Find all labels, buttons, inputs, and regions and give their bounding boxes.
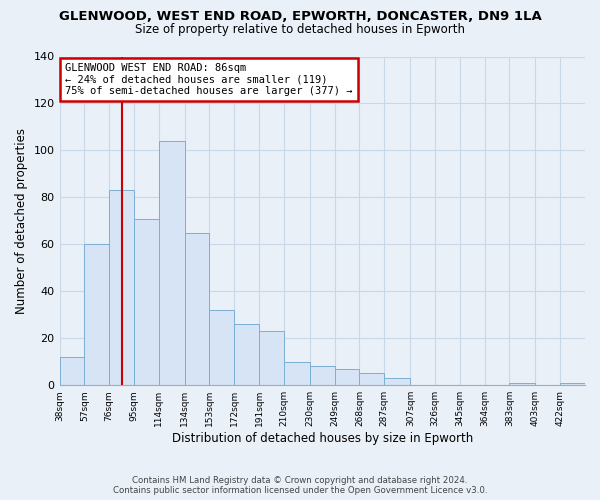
Text: Size of property relative to detached houses in Epworth: Size of property relative to detached ho…: [135, 22, 465, 36]
X-axis label: Distribution of detached houses by size in Epworth: Distribution of detached houses by size …: [172, 432, 473, 445]
Bar: [134, 218, 158, 385]
Text: GLENWOOD, WEST END ROAD, EPWORTH, DONCASTER, DN9 1LA: GLENWOOD, WEST END ROAD, EPWORTH, DONCAS…: [59, 10, 541, 23]
Bar: [59, 357, 85, 385]
Bar: [85, 244, 109, 385]
Y-axis label: Number of detached properties: Number of detached properties: [15, 128, 28, 314]
Bar: [109, 190, 134, 385]
Text: GLENWOOD WEST END ROAD: 86sqm
← 24% of detached houses are smaller (119)
75% of : GLENWOOD WEST END ROAD: 86sqm ← 24% of d…: [65, 63, 352, 96]
Bar: [209, 310, 234, 385]
Bar: [310, 366, 335, 385]
Bar: [185, 232, 209, 385]
Bar: [234, 324, 259, 385]
Bar: [359, 374, 384, 385]
Bar: [335, 369, 359, 385]
Bar: [384, 378, 410, 385]
Bar: [509, 383, 535, 385]
Bar: [259, 331, 284, 385]
Text: Contains HM Land Registry data © Crown copyright and database right 2024.
Contai: Contains HM Land Registry data © Crown c…: [113, 476, 487, 495]
Bar: [560, 383, 585, 385]
Bar: [158, 141, 185, 385]
Bar: [284, 362, 310, 385]
